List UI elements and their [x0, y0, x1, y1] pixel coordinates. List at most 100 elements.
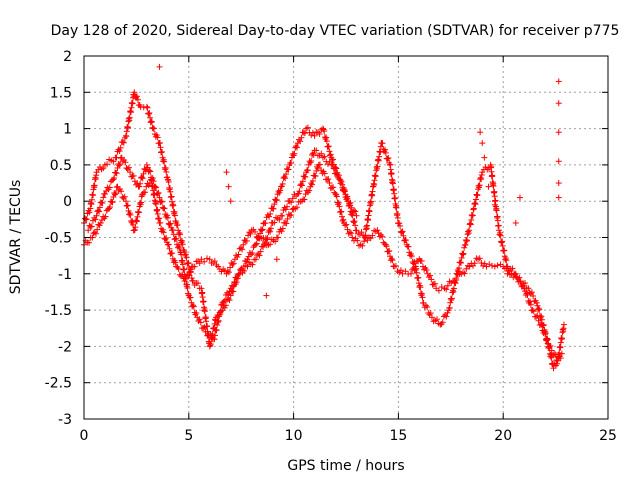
- trace-point: [271, 201, 278, 208]
- trace-point: [122, 159, 129, 166]
- y-tick-label: -1.5: [45, 303, 72, 319]
- trace-point: [88, 223, 95, 230]
- trace-point: [310, 151, 317, 158]
- trace-point: [195, 280, 202, 287]
- trace-point: [249, 249, 256, 256]
- trace-point: [293, 144, 300, 151]
- trace-point: [160, 158, 167, 165]
- trace-point: [184, 260, 191, 267]
- trace-point: [182, 275, 189, 282]
- trace-point: [116, 162, 123, 169]
- trace-point: [309, 177, 316, 184]
- data-point: [223, 169, 230, 176]
- trace-point: [131, 226, 138, 233]
- trace-point: [472, 196, 479, 203]
- trace-point: [161, 158, 168, 165]
- trace-point: [167, 220, 174, 227]
- trace-point: [221, 267, 228, 274]
- trace-point: [136, 183, 143, 190]
- trace-point: [220, 298, 227, 305]
- trace-point: [163, 168, 170, 175]
- trace-point: [100, 165, 107, 172]
- trace-point: [158, 198, 165, 205]
- trace-point: [279, 225, 286, 232]
- trace-point: [368, 198, 375, 205]
- data-point: [485, 183, 492, 190]
- trace-point: [169, 226, 176, 233]
- trace-point: [133, 218, 140, 225]
- trace-point: [154, 190, 161, 197]
- trace-point: [435, 287, 442, 294]
- trace-point: [498, 239, 505, 246]
- trace-point: [304, 167, 311, 174]
- data-point: [263, 292, 270, 299]
- data-point: [516, 278, 523, 285]
- trace-point: [314, 165, 321, 172]
- trace-point: [154, 134, 161, 141]
- trace-point: [379, 233, 386, 240]
- trace-point: [372, 173, 379, 180]
- trace-point: [535, 317, 542, 324]
- trace-point: [134, 96, 141, 103]
- trace-point: [489, 262, 496, 269]
- trace-point: [211, 336, 218, 343]
- trace-point: [369, 232, 376, 239]
- trace-point: [419, 294, 426, 301]
- trace-point: [259, 226, 266, 233]
- data-point: [225, 183, 232, 190]
- trace-point: [423, 266, 430, 273]
- trace-point: [92, 216, 99, 223]
- trace-point: [497, 229, 504, 236]
- trace-point: [364, 222, 371, 229]
- trace-point: [298, 134, 305, 141]
- trace-point: [293, 204, 300, 211]
- trace-point: [155, 189, 162, 196]
- data-point: [93, 212, 100, 219]
- trace-point: [450, 285, 457, 292]
- data-point: [529, 307, 536, 314]
- trace-point: [275, 234, 282, 241]
- trace-point: [110, 158, 117, 165]
- trace-point: [352, 222, 359, 229]
- trace-point: [427, 310, 434, 317]
- data-point: [143, 161, 150, 168]
- trace-point: [118, 188, 125, 195]
- trace-point: [433, 316, 440, 323]
- trace-point: [447, 299, 454, 306]
- data-point: [555, 129, 562, 136]
- trace-point: [283, 171, 290, 178]
- data-point: [349, 234, 356, 241]
- trace-point: [120, 195, 127, 202]
- trace-point: [176, 229, 183, 236]
- trace-point: [183, 254, 190, 261]
- trace-point: [267, 241, 274, 248]
- trace-point: [139, 175, 146, 182]
- data-point: [89, 234, 96, 241]
- trace-point: [464, 237, 471, 244]
- data-point: [131, 89, 138, 96]
- trace-point: [351, 207, 358, 214]
- trace-point: [326, 180, 333, 187]
- trace-point: [200, 325, 207, 332]
- data-point: [479, 140, 486, 147]
- trace-point: [134, 180, 141, 187]
- trace-point: [393, 204, 400, 211]
- trace-point: [248, 251, 255, 258]
- trace-point: [471, 260, 478, 267]
- trace-point: [545, 343, 552, 350]
- data-point: [236, 270, 243, 277]
- trace-point: [113, 170, 120, 177]
- trace-point: [179, 241, 186, 248]
- trace-point: [338, 213, 345, 220]
- trace-point: [418, 290, 425, 297]
- trace-point: [142, 189, 149, 196]
- x-tick-label: 15: [389, 428, 407, 444]
- trace-point: [121, 193, 128, 200]
- trace-point: [448, 295, 455, 302]
- trace-point: [267, 225, 274, 232]
- data-point: [542, 328, 549, 335]
- data-point: [491, 263, 498, 270]
- trace-point: [501, 247, 508, 254]
- trace-point: [546, 344, 553, 351]
- trace-point: [165, 178, 172, 185]
